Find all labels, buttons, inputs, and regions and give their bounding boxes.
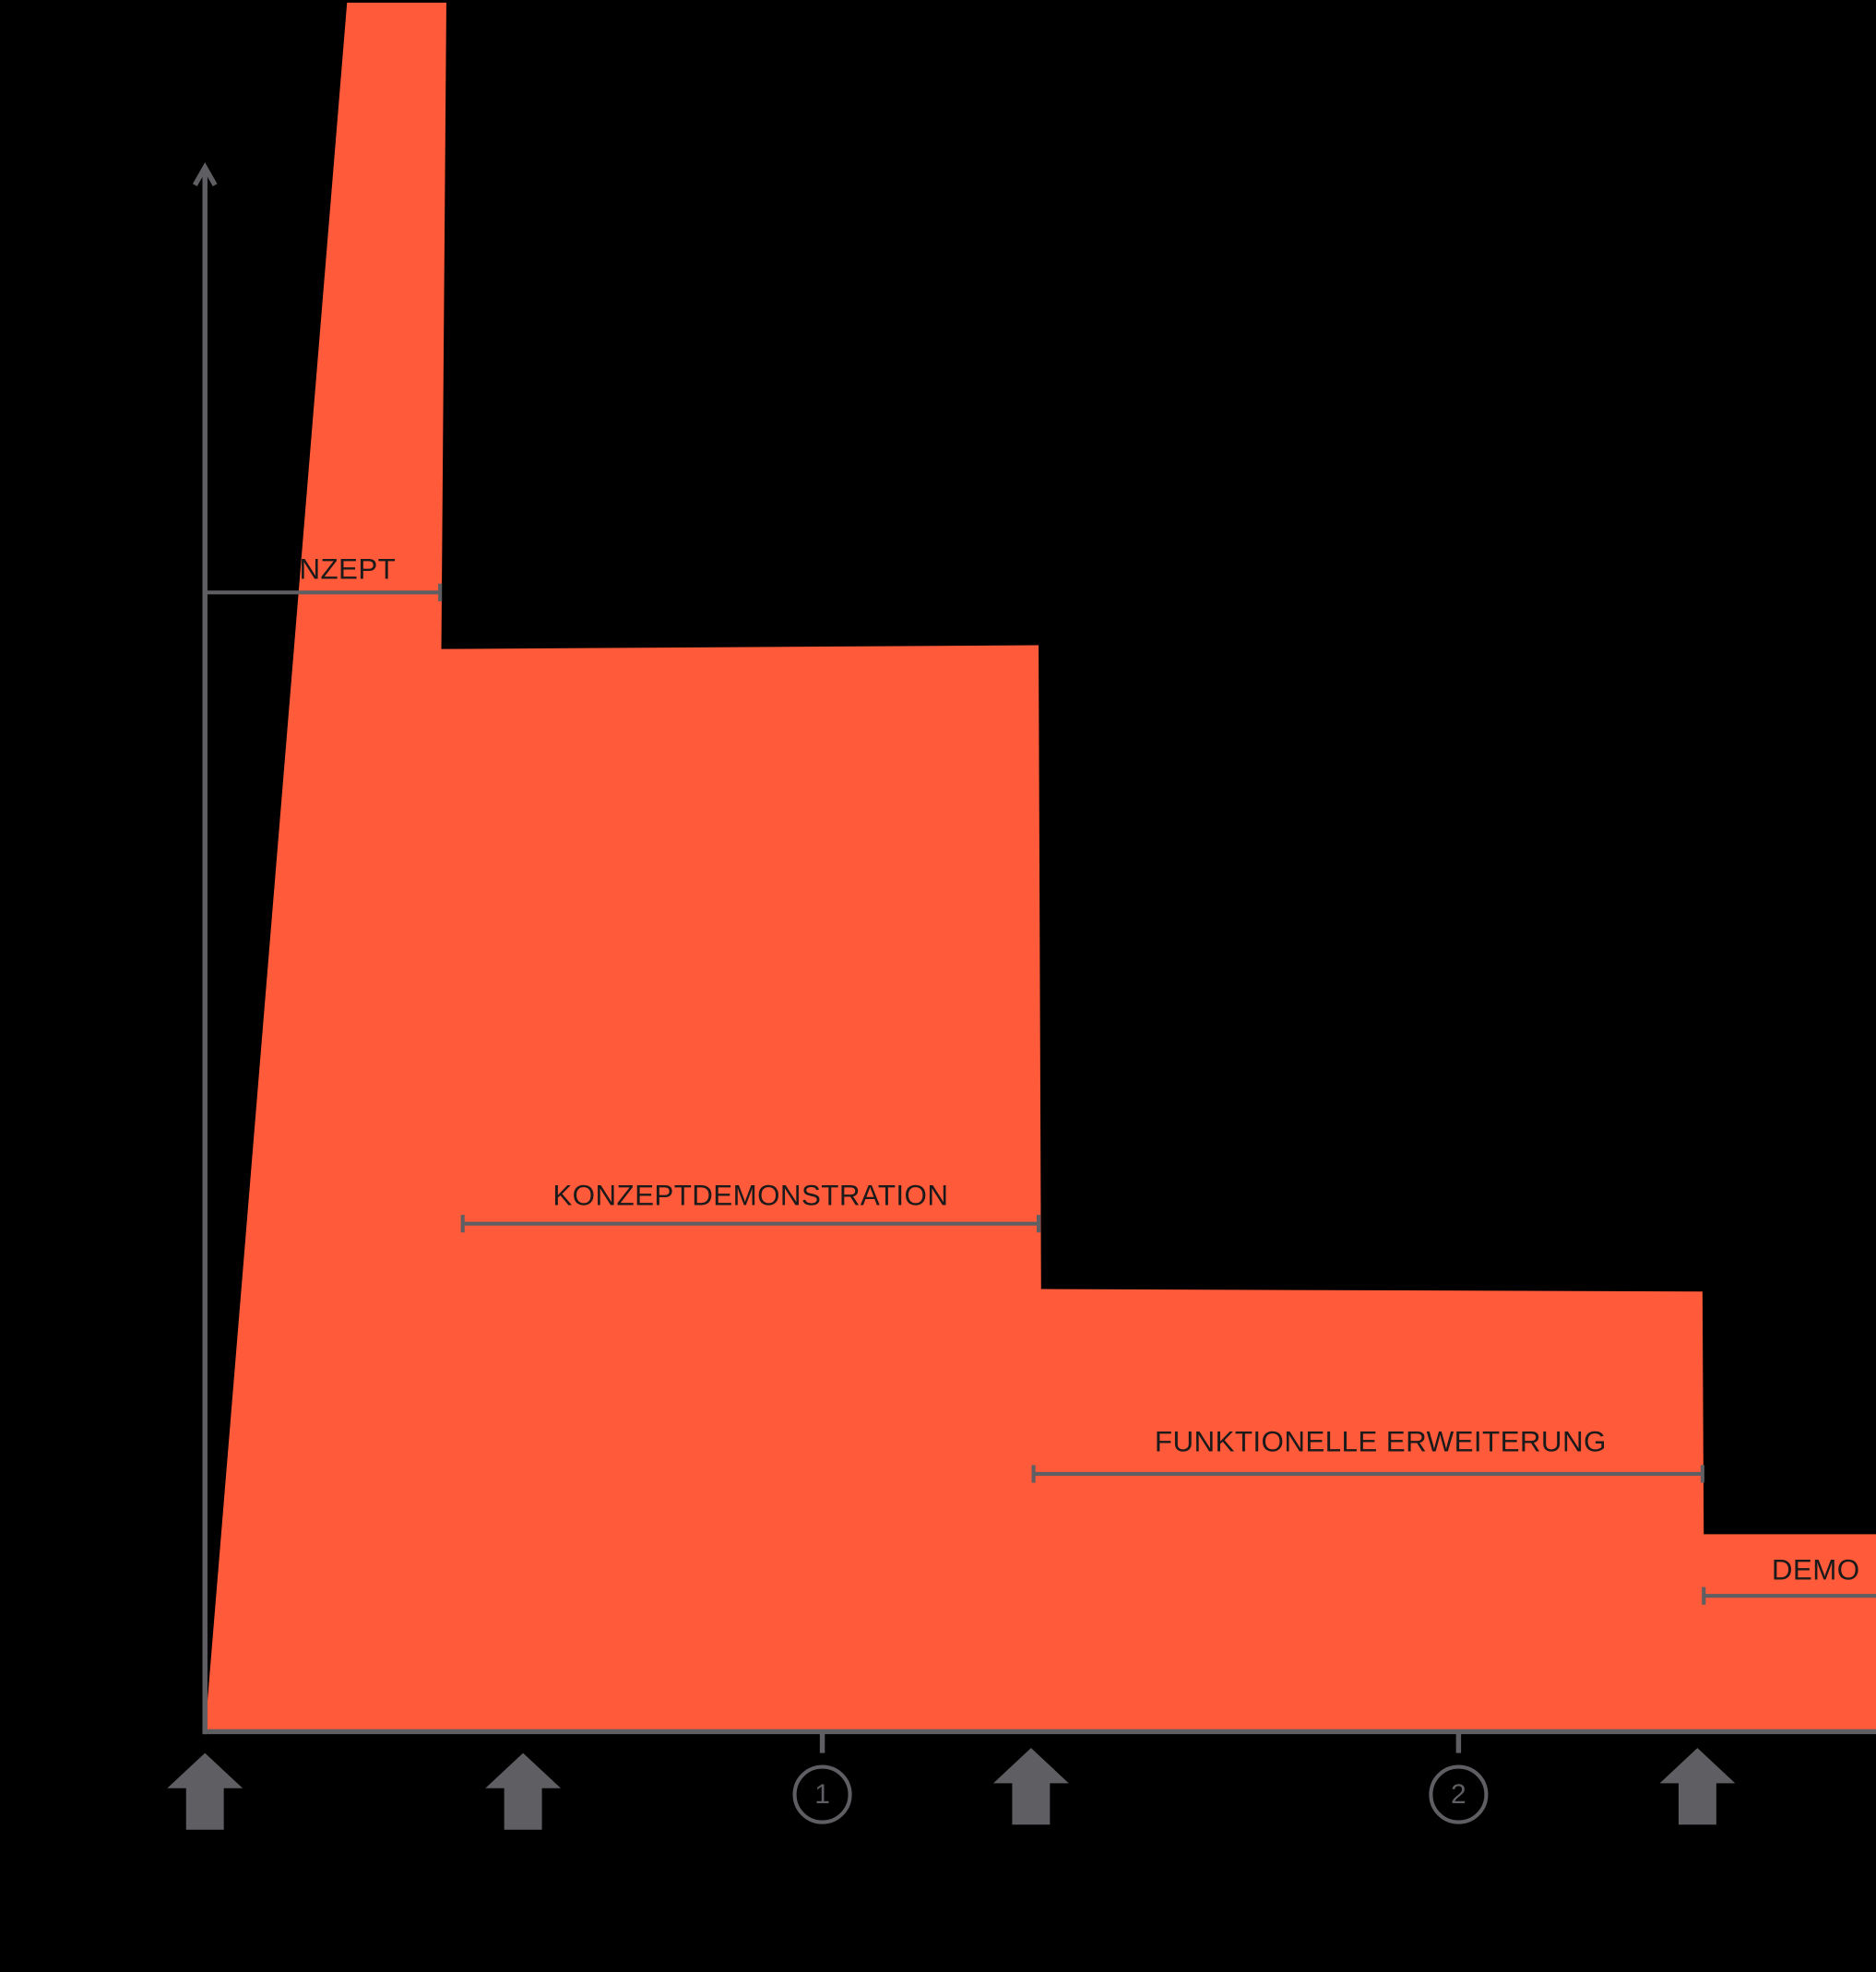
phase-label: NZEPT bbox=[299, 552, 396, 585]
up-arrow bbox=[992, 1748, 1069, 1825]
phase-bracket bbox=[1031, 1465, 1704, 1483]
up-arrow bbox=[485, 1752, 562, 1830]
up-arrow bbox=[1659, 1748, 1736, 1825]
phase-label: FUNKTIONELLE ERWEITERUNG bbox=[1155, 1426, 1607, 1458]
milestone-number: 1 bbox=[814, 1779, 830, 1810]
phase-label: DEMO bbox=[1772, 1554, 1860, 1586]
effort-area bbox=[205, 2, 1876, 1732]
up-arrow bbox=[167, 1752, 243, 1830]
phase-bracket bbox=[205, 583, 443, 601]
up-arrows bbox=[167, 1748, 1736, 1830]
phase-label: KONZEPTDEMONSTRATION bbox=[552, 1179, 948, 1211]
y-axis-arrow bbox=[192, 162, 218, 186]
milestone-circle bbox=[1429, 1764, 1489, 1824]
milestone-number: 2 bbox=[1451, 1779, 1466, 1810]
milestone-circle bbox=[792, 1764, 852, 1824]
phase-bracket bbox=[1702, 1586, 1876, 1605]
phase-bracket bbox=[460, 1215, 1041, 1233]
